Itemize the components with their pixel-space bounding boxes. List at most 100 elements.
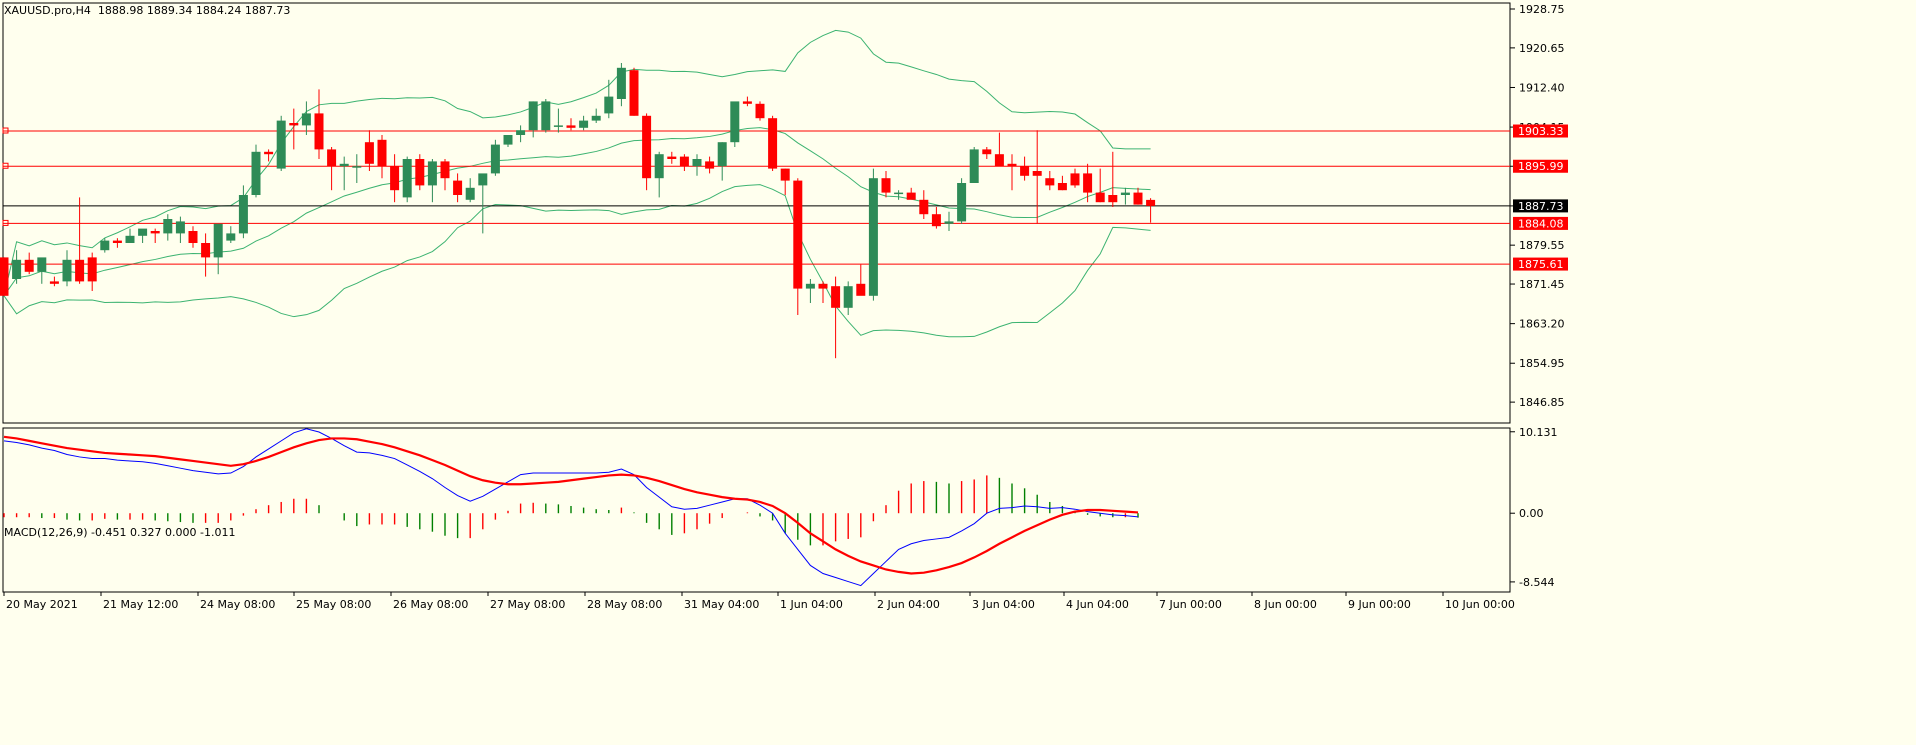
- candle-body[interactable]: [881, 178, 891, 193]
- candle-body[interactable]: [276, 120, 286, 169]
- candle-body[interactable]: [755, 103, 765, 119]
- candle-body[interactable]: [642, 115, 652, 179]
- candle-body[interactable]: [201, 243, 211, 258]
- candle-body[interactable]: [465, 187, 475, 200]
- candle-body[interactable]: [541, 101, 551, 131]
- candle-body[interactable]: [994, 154, 1004, 167]
- candle-body[interactable]: [566, 125, 576, 128]
- candle-body[interactable]: [314, 113, 324, 150]
- candle-body[interactable]: [1007, 163, 1017, 167]
- candle-body[interactable]: [705, 161, 715, 169]
- candle-body[interactable]: [1120, 192, 1130, 195]
- candle-body[interactable]: [390, 166, 400, 191]
- candle-body[interactable]: [1045, 178, 1055, 186]
- candle-body[interactable]: [175, 221, 185, 234]
- candle-body[interactable]: [112, 240, 122, 243]
- candle-body[interactable]: [138, 228, 148, 236]
- candle-body[interactable]: [327, 149, 337, 167]
- candle-body[interactable]: [12, 259, 22, 279]
- candle-body[interactable]: [1070, 173, 1080, 186]
- candle-body[interactable]: [768, 118, 778, 169]
- candle-body[interactable]: [616, 67, 626, 99]
- candle-body[interactable]: [1133, 192, 1143, 205]
- candle-body[interactable]: [24, 259, 34, 272]
- candle-body[interactable]: [742, 101, 752, 104]
- candle-body[interactable]: [692, 159, 702, 167]
- candle-body[interactable]: [251, 151, 261, 195]
- candle-body[interactable]: [591, 115, 601, 121]
- candle-body[interactable]: [377, 139, 387, 167]
- candle-body[interactable]: [831, 286, 841, 308]
- candle-body[interactable]: [1020, 166, 1030, 176]
- candle-body[interactable]: [553, 125, 563, 127]
- candle-body[interactable]: [1095, 192, 1105, 203]
- candle-body[interactable]: [805, 283, 815, 289]
- candle-body[interactable]: [264, 151, 274, 155]
- candle-body[interactable]: [213, 223, 223, 258]
- candle-body[interactable]: [490, 144, 500, 174]
- candle-body[interactable]: [730, 101, 740, 143]
- candle-body[interactable]: [717, 142, 727, 167]
- candle-body[interactable]: [516, 130, 526, 135]
- candle-body[interactable]: [629, 70, 639, 116]
- candle-body[interactable]: [969, 149, 979, 183]
- candle-body[interactable]: [1146, 199, 1156, 206]
- candle-body[interactable]: [579, 120, 589, 128]
- candle-body[interactable]: [944, 221, 954, 224]
- candle-body[interactable]: [289, 123, 299, 126]
- candle-body[interactable]: [957, 183, 967, 222]
- candle-body[interactable]: [339, 163, 349, 167]
- candle-body[interactable]: [1057, 183, 1067, 191]
- candle-body[interactable]: [1083, 173, 1093, 193]
- candle-body[interactable]: [1032, 171, 1042, 176]
- candle-body[interactable]: [37, 257, 47, 272]
- candle-body[interactable]: [780, 168, 790, 181]
- candle-body[interactable]: [793, 180, 803, 289]
- candle-body[interactable]: [654, 154, 664, 179]
- candle-body[interactable]: [75, 259, 85, 282]
- candle-body[interactable]: [427, 161, 437, 186]
- candle-body[interactable]: [163, 219, 173, 234]
- candle-body[interactable]: [238, 195, 248, 234]
- candle-body[interactable]: [87, 257, 97, 282]
- candle-body[interactable]: [415, 159, 425, 186]
- candle-body[interactable]: [1108, 195, 1118, 203]
- candle-body[interactable]: [62, 259, 72, 282]
- candle-body[interactable]: [679, 156, 689, 167]
- candle-body[interactable]: [453, 180, 463, 195]
- candle-body[interactable]: [352, 166, 362, 168]
- candle-body[interactable]: [478, 173, 488, 186]
- candle-body[interactable]: [440, 161, 450, 179]
- candle-body[interactable]: [982, 149, 992, 155]
- candle-body[interactable]: [100, 240, 110, 251]
- candle-body[interactable]: [364, 142, 374, 164]
- candle-body[interactable]: [894, 192, 904, 195]
- candle-body[interactable]: [843, 286, 853, 308]
- candle-body[interactable]: [931, 214, 941, 227]
- candle-body[interactable]: [868, 178, 878, 296]
- candle-body[interactable]: [150, 231, 160, 234]
- level-anchor-handle[interactable]: [2, 219, 9, 226]
- candle-body[interactable]: [125, 235, 135, 243]
- candle-body[interactable]: [856, 283, 866, 296]
- price-pane[interactable]: 1928.751920.651912.401904.151895.991887.…: [0, 2, 1568, 424]
- time-axis-label: 26 May 08:00: [393, 598, 468, 611]
- level-anchor-handle[interactable]: [2, 127, 9, 134]
- candle-body[interactable]: [49, 281, 59, 284]
- candle-body[interactable]: [188, 231, 198, 243]
- candle-body[interactable]: [818, 283, 828, 289]
- candle-body[interactable]: [503, 135, 513, 145]
- candle-body[interactable]: [402, 159, 412, 198]
- candle-body[interactable]: [604, 96, 614, 114]
- candle-body[interactable]: [301, 113, 311, 126]
- candle-body[interactable]: [528, 101, 538, 131]
- candle-body[interactable]: [906, 192, 916, 200]
- candle-body[interactable]: [0, 257, 9, 296]
- candle-body[interactable]: [667, 156, 677, 159]
- candle-body[interactable]: [919, 199, 929, 215]
- macd-pane[interactable]: 10.131 0.00 -8.544: [2, 426, 1558, 593]
- level-anchor-handle[interactable]: [2, 162, 9, 169]
- candle-body[interactable]: [226, 233, 236, 241]
- time-axis-label: 20 May 2021: [6, 598, 78, 611]
